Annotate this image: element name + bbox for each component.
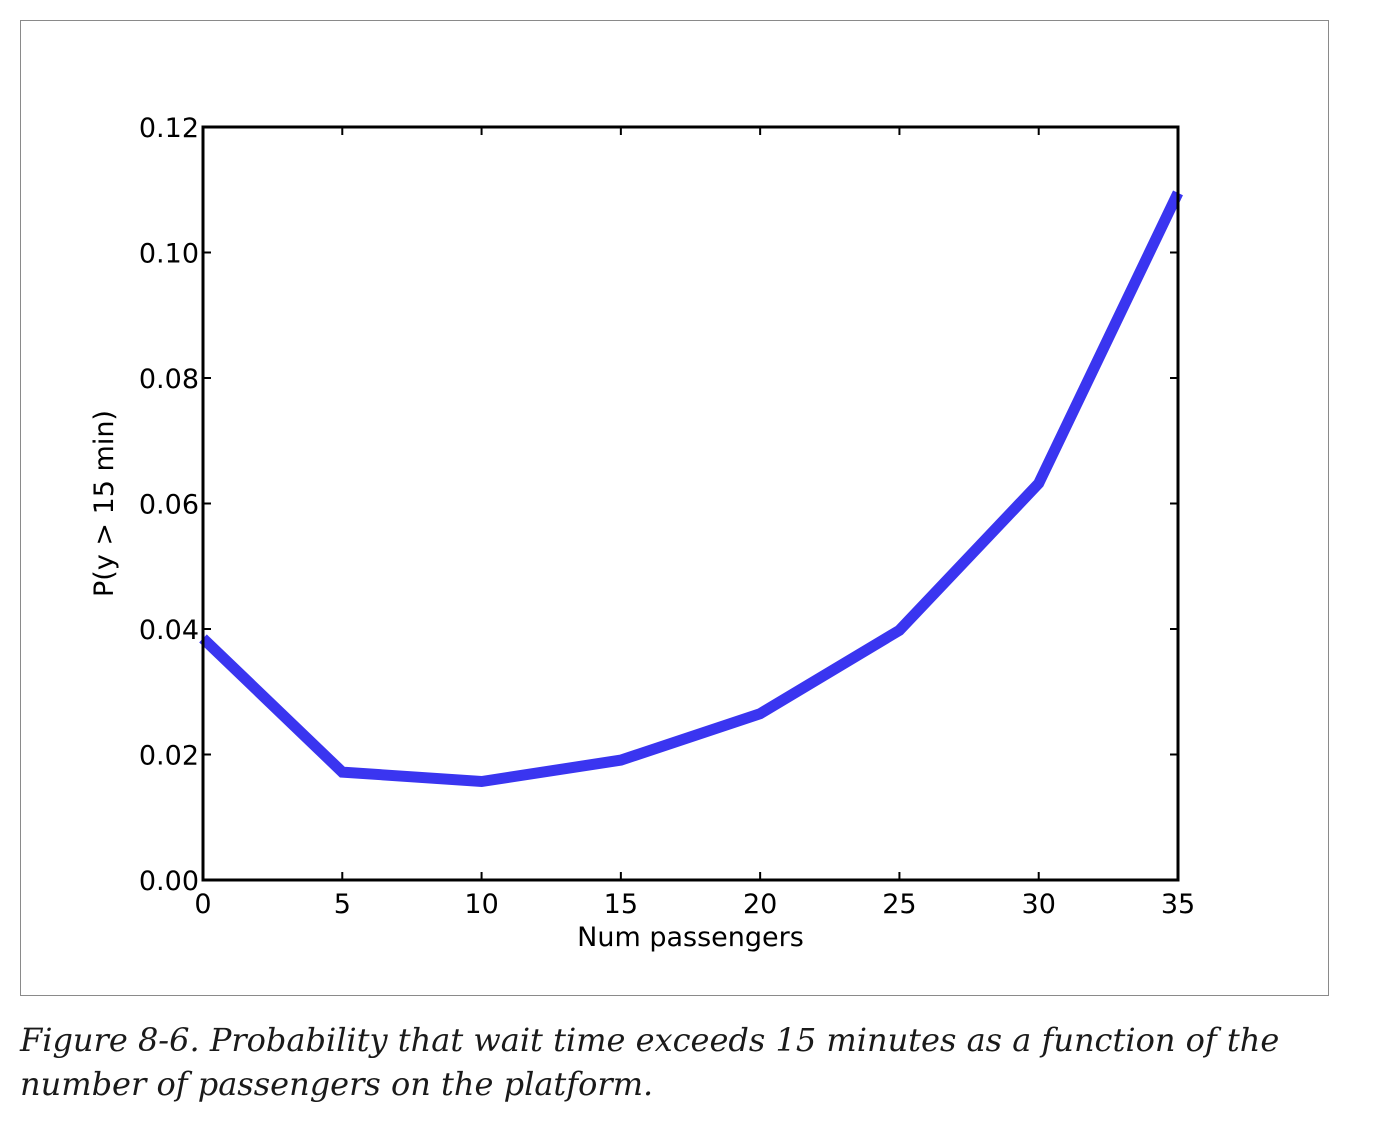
x-tick-label: 30	[1022, 889, 1056, 920]
x-tick-label: 35	[1161, 889, 1195, 920]
x-tick-label: 0	[194, 889, 211, 920]
line-chart: 0 5 10 15 20 25 30 35 0.000.020.040.060.080.100…	[89, 113, 1195, 953]
figure-caption: Figure 8-6. Probability that wait time e…	[20, 1021, 1280, 1103]
x-tick-label: 5	[334, 889, 351, 920]
y-axis-label: P(y > 15 min)	[89, 410, 120, 597]
x-axis-label: Num passengers	[577, 922, 804, 953]
x-tick-label: 10	[464, 889, 498, 920]
y-tick-label: 0.04	[139, 615, 199, 646]
y-tick-label: 0.12	[139, 113, 199, 144]
y-tick-label: 0.06	[139, 490, 199, 521]
x-tick-label: 15	[604, 889, 638, 920]
figure-frame	[20, 20, 1329, 996]
x-axis: 0 5 10 15 20 25 30 35	[194, 127, 1195, 920]
y-tick-label: 0.08	[139, 364, 199, 395]
y-tick-label: 0.10	[139, 239, 199, 270]
x-tick-label: 20	[743, 889, 777, 920]
series-line	[199, 190, 1183, 788]
x-tick-label: 25	[882, 889, 916, 920]
plot-area-border	[201, 125, 1180, 882]
y-tick-label: 0.02	[139, 741, 199, 772]
y-tick-label: 0.00	[139, 866, 199, 897]
